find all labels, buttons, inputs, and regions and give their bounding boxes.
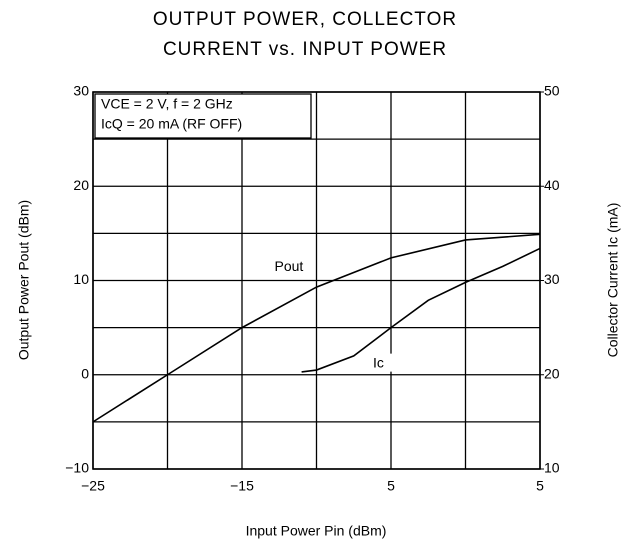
x-tick-label: 5 xyxy=(387,478,395,494)
data-line xyxy=(92,233,541,423)
y-tick-label: 0 xyxy=(81,365,89,381)
data-line xyxy=(301,247,541,373)
x-tick-label: −25 xyxy=(81,478,105,494)
x-axis-label: Input Power Pin (dBm) xyxy=(246,523,387,539)
x-tick-label: −15 xyxy=(230,478,254,494)
series-label-bg xyxy=(371,353,393,372)
y2-tick-label: 50 xyxy=(544,83,560,99)
series-label: Ic xyxy=(373,354,384,370)
y2-tick-label: 20 xyxy=(544,365,560,381)
y-tick-label: 10 xyxy=(73,271,89,287)
y2-tick-label: 40 xyxy=(544,177,560,193)
y-axis-label: Output Power Pout (dBm) xyxy=(16,200,32,360)
x-tick-label: 5 xyxy=(536,478,544,494)
y-tick-label: 30 xyxy=(73,83,89,99)
series-label: Pout xyxy=(275,258,304,274)
annotation-box xyxy=(94,93,312,139)
annotation: VCE = 2 V, f = 2 GHz xyxy=(101,96,233,112)
y-tick-label: 20 xyxy=(73,177,89,193)
y2-tick-label: 10 xyxy=(544,460,560,476)
y-tick-label: −10 xyxy=(65,460,89,476)
y2-axis-label: Collector Current Ic (mA) xyxy=(605,203,621,358)
annotation: IcQ = 20 mA (RF OFF) xyxy=(101,116,242,132)
chart-title: OUTPUT POWER, COLLECTOR xyxy=(153,9,457,30)
y2-tick-label: 30 xyxy=(544,271,560,287)
chart-title: CURRENT vs. INPUT POWER xyxy=(163,39,447,60)
